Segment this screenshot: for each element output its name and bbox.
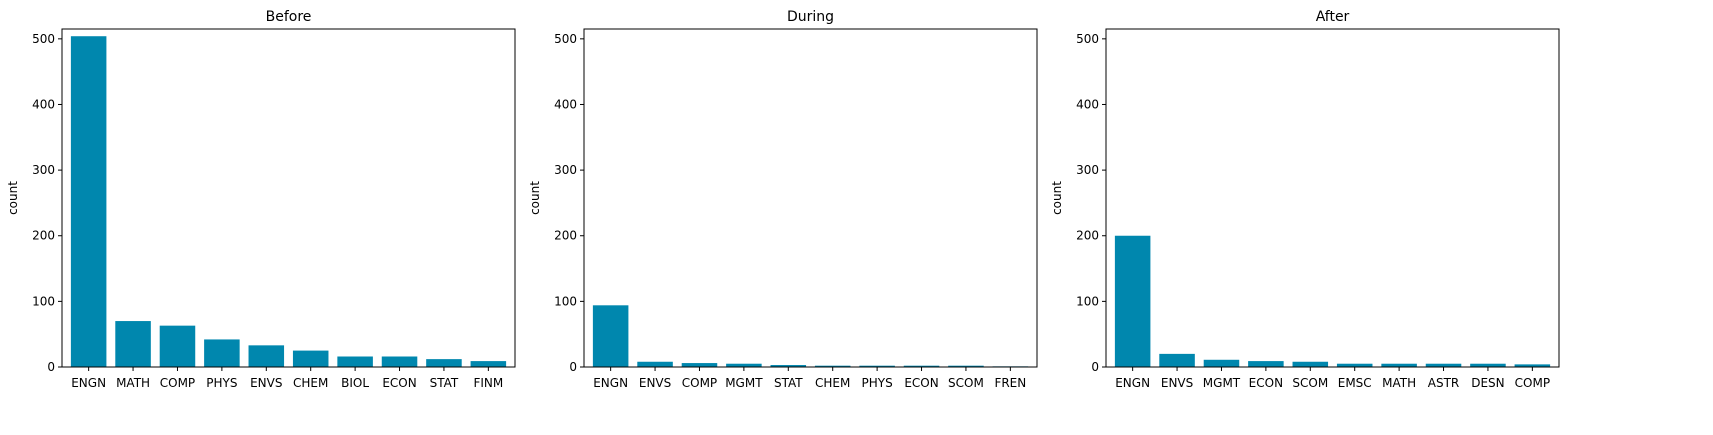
- bar-phys: [859, 365, 895, 367]
- x-tick-label: ENVS: [639, 376, 671, 390]
- y-tick-label: 0: [47, 360, 55, 374]
- x-tick-label: MATH: [116, 376, 150, 390]
- bar-econ: [1248, 361, 1284, 367]
- y-tick-label: 400: [32, 97, 55, 111]
- bar-comp: [159, 325, 196, 367]
- x-tick-label: SCOM: [1292, 376, 1328, 390]
- x-tick-label: ENVS: [1161, 376, 1193, 390]
- x-tick-label: STAT: [430, 376, 459, 390]
- bar-chem: [292, 350, 329, 367]
- y-tick-label: 0: [1091, 360, 1099, 374]
- y-tick-label: 500: [1076, 32, 1099, 46]
- bar-emsc: [1336, 363, 1373, 367]
- x-tick-label: MGMT: [1203, 376, 1241, 390]
- x-tick-label: DESN: [1471, 376, 1504, 390]
- chart-title: Before: [266, 9, 312, 25]
- x-tick-label: PHYS: [862, 376, 893, 390]
- axes-frame: [1105, 28, 1560, 368]
- y-tick-label: 100: [1076, 294, 1099, 308]
- bar-stat: [770, 365, 807, 367]
- y-tick-label: 200: [554, 229, 577, 243]
- x-tick-label: COMP: [160, 376, 195, 390]
- axes-frame: [583, 28, 1038, 368]
- y-tick-label: 200: [1076, 229, 1099, 243]
- x-tick-label: FINM: [473, 376, 503, 390]
- y-tick-label: 500: [32, 32, 55, 46]
- bar-econ: [903, 365, 940, 367]
- y-axis-label: count: [6, 181, 20, 215]
- bar-engn: [70, 36, 107, 367]
- x-tick-label: MATH: [1382, 376, 1416, 390]
- bar-econ: [381, 356, 418, 367]
- bar-astr: [1425, 363, 1462, 367]
- x-tick-label: BIOL: [341, 376, 369, 390]
- x-tick-label: ECON: [1249, 376, 1283, 390]
- y-tick-label: 100: [554, 294, 577, 308]
- bar-chem: [814, 365, 851, 367]
- bar-mgmt: [726, 363, 762, 367]
- y-tick-label: 0: [569, 360, 577, 374]
- y-tick-label: 400: [554, 97, 577, 111]
- x-tick-label: COMP: [682, 376, 717, 390]
- bar-comp: [1514, 364, 1551, 367]
- axes-frame: [61, 28, 516, 368]
- chart-title: After: [1316, 9, 1350, 25]
- y-tick-label: 500: [554, 32, 577, 46]
- bar-finm: [470, 361, 507, 367]
- x-tick-label: ENGN: [1115, 376, 1150, 390]
- x-tick-label: COMP: [1515, 376, 1550, 390]
- x-tick-label: ENGN: [71, 376, 106, 390]
- chart-panel-1: ENGN MATH COMP PHYS ENVS CHEM BIOL ECON STAT FINM…: [6, 9, 516, 390]
- y-tick-label: 100: [32, 294, 55, 308]
- x-tick-label: EMSC: [1338, 376, 1372, 390]
- bar-envs: [1159, 353, 1195, 367]
- x-tick-label: ASTR: [1428, 376, 1460, 390]
- y-tick-label: 400: [1076, 97, 1099, 111]
- x-tick-label: CHEM: [815, 376, 850, 390]
- bar-math: [1381, 363, 1417, 367]
- bar-scom: [1292, 361, 1329, 367]
- x-tick-label: CHEM: [293, 376, 328, 390]
- bar-engn: [1114, 235, 1151, 367]
- bar-mgmt: [1203, 359, 1240, 367]
- y-tick-label: 200: [32, 229, 55, 243]
- chart-panel-3: ENGN ENVS MGMT ECON SCOM EMSC MATH ASTR DESN COMP…: [1050, 9, 1560, 390]
- y-tick-label: 300: [554, 163, 577, 177]
- bar-scom: [948, 365, 984, 367]
- bar-stat: [426, 359, 462, 367]
- x-tick-label: ENVS: [250, 376, 282, 390]
- y-axis-label: count: [528, 181, 542, 215]
- chart-panel-2: ENGN ENVS COMP MGMT STAT CHEM PHYS ECON SCOM FREN…: [528, 9, 1038, 390]
- bar-envs: [248, 345, 285, 367]
- bar-desn: [1470, 363, 1506, 367]
- bar-phys: [204, 339, 240, 367]
- bar-biol: [337, 356, 373, 367]
- x-tick-label: ECON: [382, 376, 416, 390]
- x-tick-label: SCOM: [948, 376, 984, 390]
- y-tick-label: 300: [1076, 163, 1099, 177]
- bar-envs: [637, 361, 673, 367]
- x-tick-label: STAT: [774, 376, 803, 390]
- x-tick-label: FREN: [994, 376, 1026, 390]
- x-tick-label: ECON: [904, 376, 938, 390]
- chart-title: During: [787, 9, 834, 25]
- y-tick-label: 300: [32, 163, 55, 177]
- bar-engn: [592, 305, 629, 367]
- x-tick-label: PHYS: [206, 376, 237, 390]
- x-tick-label: MGMT: [725, 376, 763, 390]
- bar-comp: [681, 363, 718, 367]
- y-axis-label: count: [1050, 181, 1064, 215]
- bar-math: [115, 321, 151, 367]
- x-tick-label: ENGN: [593, 376, 628, 390]
